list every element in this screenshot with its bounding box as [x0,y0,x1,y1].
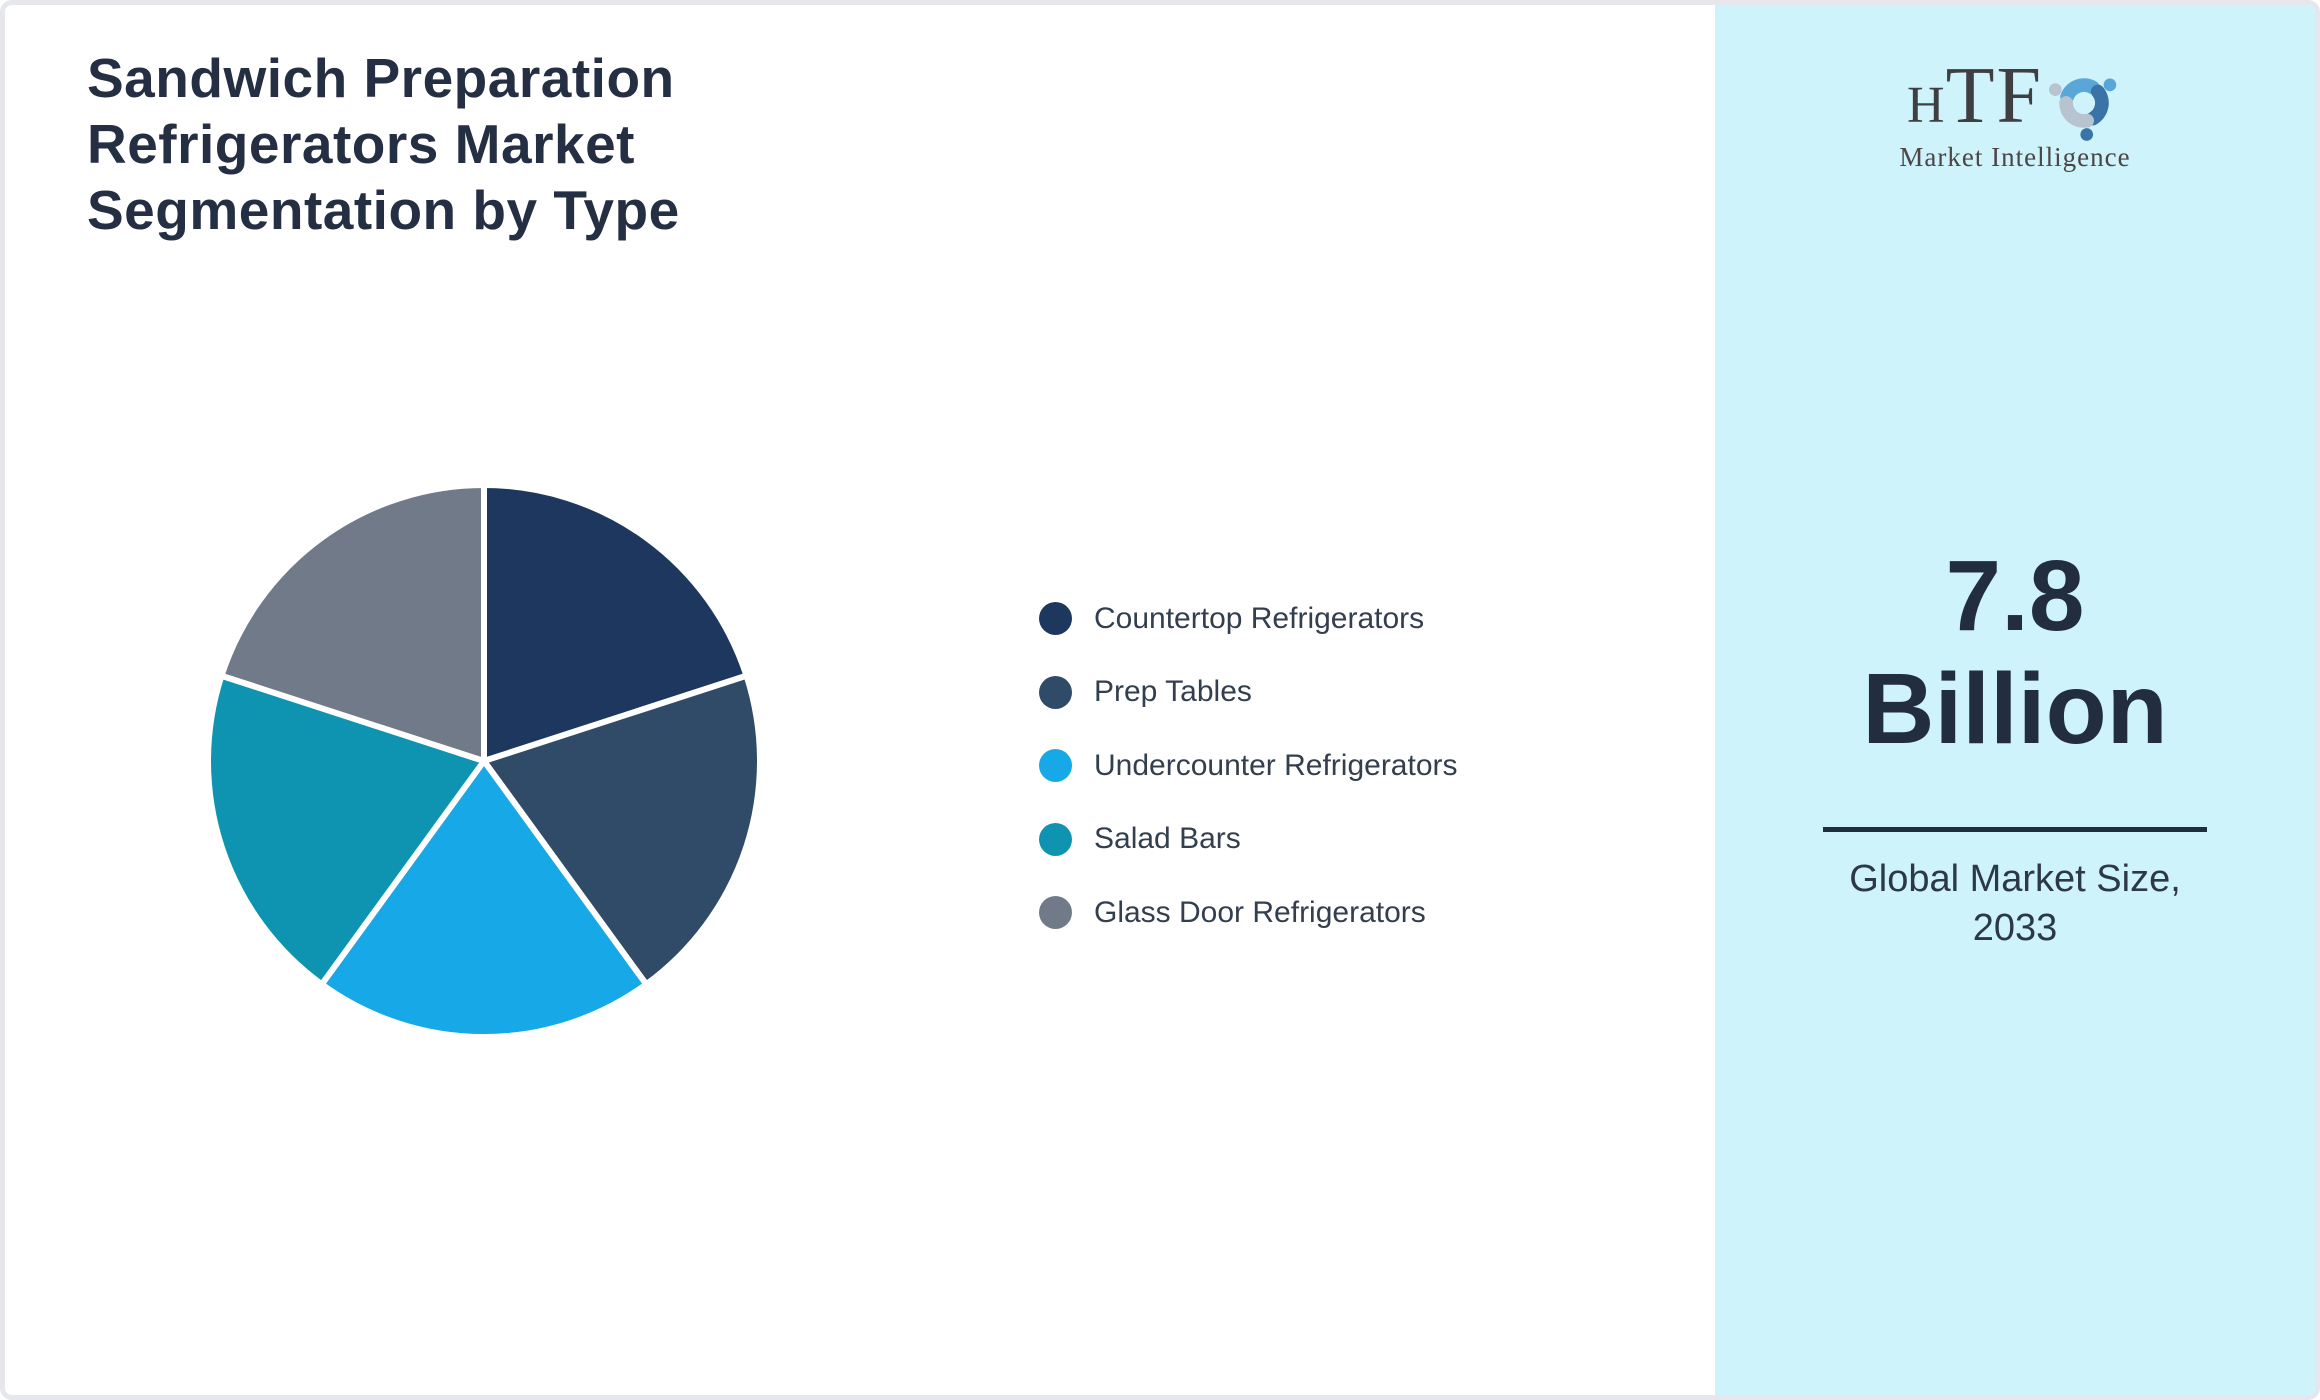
legend-label: Glass Door Refrigerators [1094,895,1426,929]
stat-panel: HTF Market Intelligence [1715,5,2315,1395]
pie-chart-container [199,476,769,1046]
legend-label: Salad Bars [1094,822,1241,856]
legend-color-dot [1039,749,1072,783]
market-size-caption: Global Market Size, 2033 [1849,858,2181,949]
pie-slice [218,482,487,764]
legend-color-dot [1039,602,1072,636]
legend-item: Salad Bars [1039,803,1458,877]
legend-color-dot [1039,675,1072,709]
pie-slice [318,758,650,1041]
legend-label: Undercounter Refrigerators [1094,748,1458,782]
legend-item: Glass Door Refrigerators [1039,876,1458,950]
pie-chart [205,482,763,1041]
legend-color-dot [1039,822,1072,856]
brand-logo: HTF Market Intelligence [1715,51,2315,173]
stat-divider-line [1823,827,2207,832]
legend-item: Prep Tables [1039,656,1458,730]
pie-slice [481,482,750,764]
brand-letter-h: H [1907,77,1946,134]
market-size-value: 7.8 Billion [1862,540,2168,765]
chart-legend: Countertop Refrigerators Prep Tables Under… [1039,582,1458,950]
legend-item: Countertop Refrigerators [1039,582,1458,656]
brand-tagline: Market Intelligence [1899,142,2131,172]
legend-label: Countertop Refrigerators [1094,601,1425,635]
pie-slice [205,672,487,988]
page-title: Sandwich Preparation Refrigerators Marke… [87,47,680,241]
legend-item: Undercounter Refrigerators [1039,729,1458,803]
brand-letters-tf: TF [1945,52,2043,140]
legend-label: Prep Tables [1094,675,1252,709]
swirl-logo-icon [2048,78,2117,141]
legend-color-dot [1039,896,1072,930]
pie-slice [481,672,763,988]
brand-wordmark: HTF [1715,51,2315,142]
